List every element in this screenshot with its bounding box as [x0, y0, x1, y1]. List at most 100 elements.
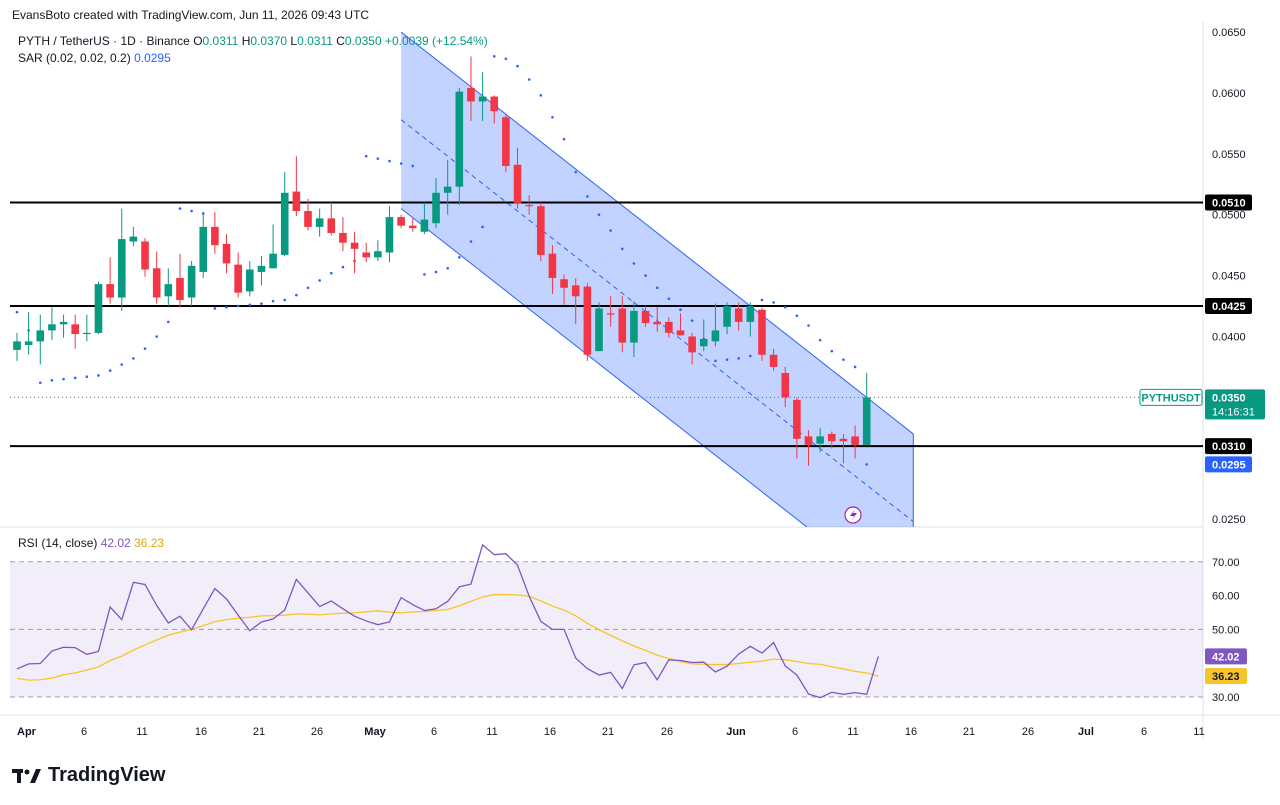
close-value: 0.0350 [344, 34, 382, 48]
candle-body [222, 243, 231, 264]
sar-dot [306, 286, 310, 290]
time-tick-label: 26 [311, 726, 323, 738]
open-value: 0.0311 [202, 34, 239, 48]
candle-body [478, 96, 487, 102]
candle-body [117, 239, 126, 298]
rsi-value-tag [1205, 667, 1247, 684]
candle-body [793, 399, 801, 439]
time-tick-label: 6 [792, 726, 798, 738]
price-tick-label: 0.0500 [1212, 210, 1246, 222]
candle-body [595, 308, 603, 352]
level-price-tag [1205, 194, 1252, 211]
rsi-tick-label: 50.00 [1212, 624, 1240, 636]
candle-body [548, 253, 557, 279]
time-tick-label: 6 [1141, 726, 1147, 738]
symbol-label: PYTH / TetherUS · 1D · Binance [18, 34, 190, 48]
sar-dot [539, 94, 543, 97]
candle-body [315, 218, 324, 227]
sar-dot [586, 195, 589, 198]
rsi-line [16, 543, 879, 699]
candle-body [106, 284, 114, 298]
time-tick-label: 11 [1193, 726, 1204, 738]
candle-body [513, 164, 522, 204]
sar-dot [749, 354, 752, 358]
rsi-value-tag-text: 36.23 [1212, 671, 1240, 683]
sar-dot [597, 213, 601, 216]
sar-dot [842, 358, 845, 361]
sar-dot [609, 229, 612, 232]
price-legend: PYTH / TetherUS · 1D · Binance O0.0311 H… [18, 34, 488, 48]
sar-dot [690, 319, 694, 322]
candle-body [828, 433, 836, 442]
sar-dot [341, 265, 345, 269]
sar-dot [178, 207, 182, 210]
candle-body [816, 436, 824, 444]
level-price-tag-text: 0.0310 [1212, 441, 1246, 453]
rsi-ma-value: 36.23 [134, 536, 165, 550]
time-tick-label: 11 [486, 726, 497, 738]
time-tick-label: Apr [17, 726, 37, 738]
sar-dot [667, 297, 671, 301]
time-tick-label: 21 [963, 726, 975, 738]
sar-dot [562, 137, 566, 141]
sar-dot [644, 274, 647, 277]
candle-body [455, 91, 464, 187]
candle-body [83, 332, 91, 335]
price-tick-label: 0.0600 [1212, 88, 1246, 100]
candle-body [781, 373, 790, 398]
candle-body [688, 336, 696, 353]
sar-dot [504, 57, 508, 61]
candle-body [164, 284, 173, 297]
sar-dot [143, 347, 147, 350]
sar-dot [318, 279, 321, 282]
sar-dot [725, 358, 729, 361]
symbol-tag [1139, 388, 1203, 406]
sar-dot [236, 304, 240, 308]
sar-dot [15, 310, 19, 314]
candle-body [537, 206, 545, 255]
sar-dot [783, 305, 787, 309]
sar-dot [714, 359, 717, 363]
candle-body [676, 330, 685, 336]
sar-dot [388, 159, 391, 163]
sar-dot [364, 154, 368, 158]
sar-dot [190, 209, 193, 213]
candle-body [641, 310, 650, 324]
candle-body [374, 251, 382, 258]
channel-lower-line [400, 208, 808, 527]
close-label: C [336, 34, 345, 48]
candle-body [71, 324, 79, 335]
candle-body [176, 278, 184, 300]
time-tick-label: Jul [1078, 726, 1094, 738]
candle-body [862, 397, 871, 445]
channel-upper-line [400, 31, 914, 435]
price-tick-label: 0.0450 [1212, 271, 1246, 283]
candle-body [350, 242, 359, 249]
lightning-icon [850, 509, 857, 521]
sar-dot [574, 170, 578, 174]
sar-dot [527, 78, 531, 81]
candle-body [362, 252, 370, 258]
candle-body [769, 354, 778, 367]
time-tick-label: 26 [1022, 726, 1034, 738]
candle-body [59, 321, 68, 325]
time-tick-label: 6 [431, 726, 437, 738]
candle-body [723, 306, 731, 327]
sar-dot [213, 307, 217, 310]
sar-dot [283, 298, 287, 302]
last-price-tag-text: 0.0350 [1212, 392, 1246, 404]
high-value: 0.0370 [250, 34, 288, 48]
price-tick-label: 0.0250 [1212, 514, 1246, 526]
candle-body [246, 269, 254, 292]
candle-body [630, 310, 638, 343]
time-tick-label: 21 [602, 726, 614, 738]
sar-dot [853, 365, 857, 369]
sar-dot [50, 379, 54, 382]
time-tick-label: 16 [905, 726, 917, 738]
sar-dot [248, 303, 252, 307]
sar-dot [458, 256, 461, 259]
time-tick-label: 21 [253, 726, 265, 738]
candle-body [432, 192, 440, 224]
rsi-ma-line [16, 593, 879, 681]
